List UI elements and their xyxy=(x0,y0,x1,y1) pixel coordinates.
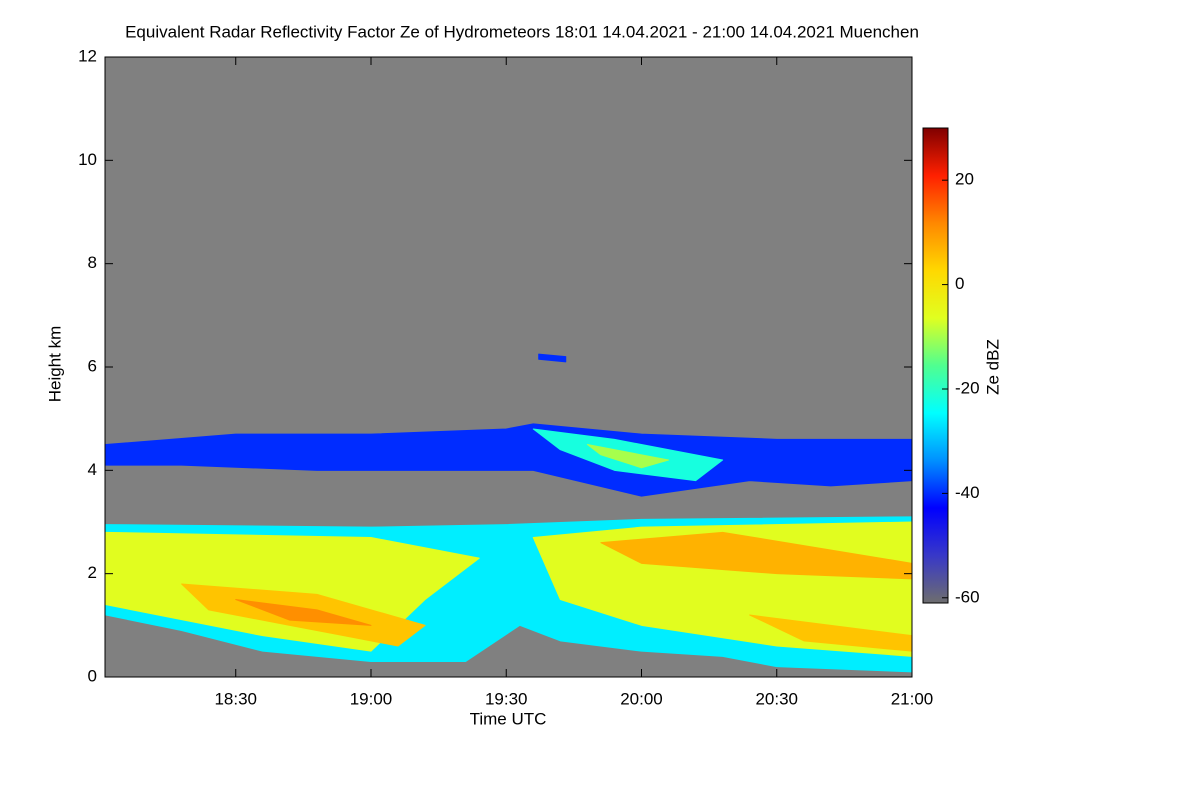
y-axis-label: Height km xyxy=(45,326,64,403)
echo-region xyxy=(538,353,567,363)
y-tick-label: 0 xyxy=(88,666,97,685)
x-tick-label: 21:00 xyxy=(891,689,934,708)
colorbar-tick-label: -60 xyxy=(955,587,980,606)
echo-region xyxy=(586,444,670,469)
colorbar-tick-label: -20 xyxy=(955,378,980,397)
echo-region xyxy=(749,614,912,652)
colorbar-tick-label: -40 xyxy=(955,483,980,502)
colorbar-label: Ze dBZ xyxy=(983,339,1002,395)
chart-title: Equivalent Radar Reflectivity Factor Ze … xyxy=(125,22,919,41)
y-tick-label: 4 xyxy=(88,460,97,479)
x-tick-label: 19:30 xyxy=(485,689,528,708)
x-tick-label: 18:30 xyxy=(214,689,257,708)
x-tick-label: 20:00 xyxy=(620,689,663,708)
y-tick-label: 10 xyxy=(78,150,97,169)
colorbar-tick-label: 20 xyxy=(955,170,974,189)
echo-region xyxy=(600,531,912,580)
y-tick-label: 8 xyxy=(88,253,97,272)
echo-region xyxy=(235,599,372,626)
x-tick-label: 20:30 xyxy=(755,689,798,708)
y-tick-label: 12 xyxy=(78,46,97,65)
echo-layers xyxy=(105,353,912,673)
y-tick-label: 2 xyxy=(88,563,97,582)
x-axis-label: Time UTC xyxy=(470,709,547,728)
echo-region xyxy=(105,423,912,497)
colorbar-tick-label: 0 xyxy=(955,274,964,293)
x-tick-label: 19:00 xyxy=(350,689,393,708)
y-tick-label: 6 xyxy=(88,356,97,375)
colorbar xyxy=(922,127,949,604)
